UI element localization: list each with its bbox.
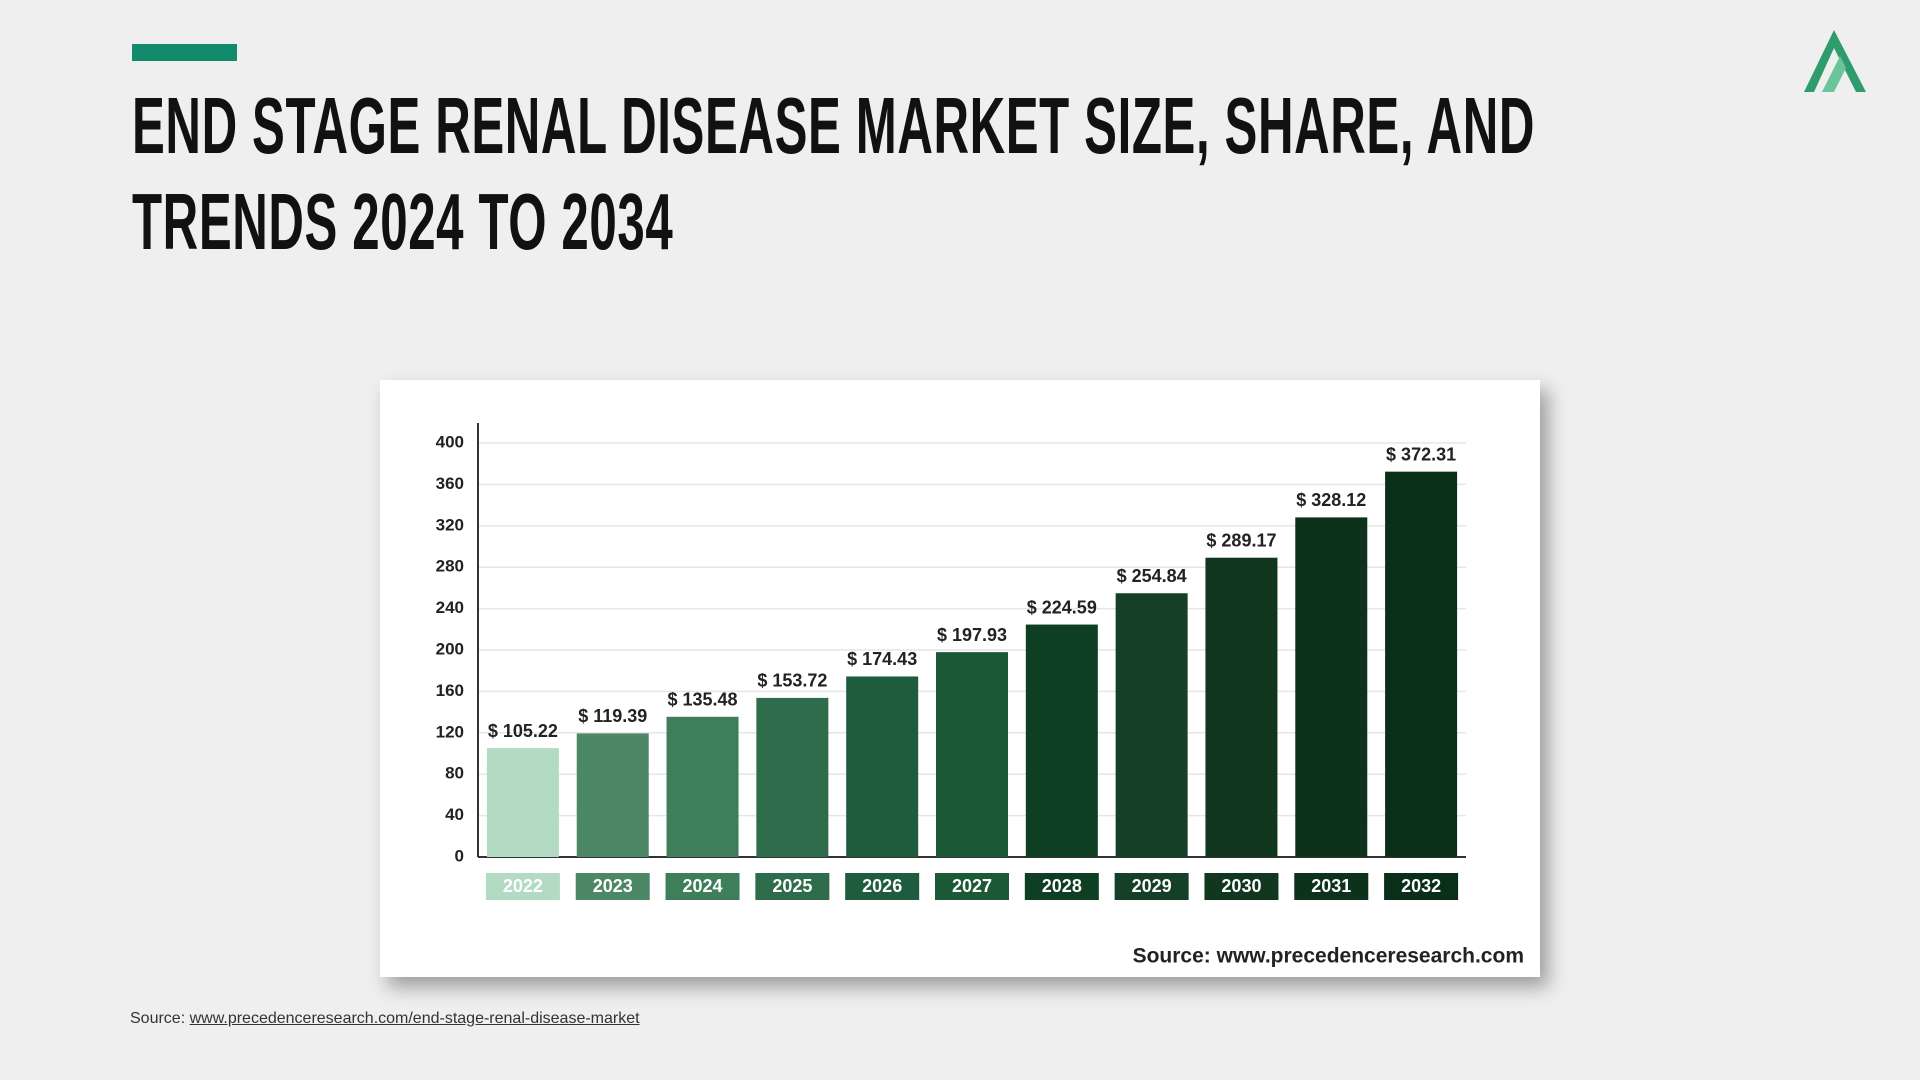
y-tick-label: 0 [455, 846, 464, 865]
y-tick-label: 160 [436, 681, 464, 700]
logo-shape [1822, 56, 1846, 92]
logo [1804, 30, 1866, 92]
y-tick-label: 280 [436, 557, 464, 576]
x-tick-label: 2025 [772, 876, 812, 896]
x-tick-box [665, 873, 740, 900]
x-tick-box [1114, 873, 1189, 900]
value-label: $ 372.31 [1386, 444, 1456, 464]
bar [1205, 557, 1278, 857]
logo-shape [1804, 30, 1866, 92]
x-tick-box [1384, 873, 1459, 900]
bar [1385, 471, 1458, 857]
x-tick-label: 2024 [683, 876, 723, 896]
x-tick-box [755, 873, 830, 900]
y-tick-label: 400 [436, 432, 464, 451]
y-tick-label: 360 [436, 474, 464, 493]
footer: Source: www.precedenceresearch.com/end-s… [130, 1010, 640, 1028]
bar [846, 676, 919, 857]
x-tick-label: 2031 [1311, 876, 1351, 896]
accent-bar [132, 44, 237, 61]
value-label: $ 174.43 [847, 649, 917, 669]
x-tick-label: 2028 [1042, 876, 1082, 896]
y-tick-label: 40 [445, 805, 464, 824]
x-tick-box [1024, 873, 1099, 900]
x-tick-label: 2030 [1221, 876, 1261, 896]
bar [1115, 593, 1188, 857]
bar [666, 716, 739, 857]
footer-link[interactable]: www.precedenceresearch.com/end-stage-ren… [189, 1010, 640, 1027]
chart: Source: www.precedenceresearch.com 0 40 80… [436, 423, 1524, 968]
bar [936, 652, 1008, 857]
x-tick-box [575, 873, 650, 900]
value-label: $ 105.22 [488, 721, 558, 741]
y-tick-label: 80 [445, 764, 464, 783]
x-tick-label: 2032 [1401, 876, 1441, 896]
x-tick-label: 2027 [952, 876, 992, 896]
y-tick-label: 120 [436, 722, 464, 741]
x-tick-box [845, 873, 920, 900]
value-label: $ 224.59 [1027, 597, 1097, 617]
chart-source: Source: www.precedenceresearch.com [1133, 945, 1524, 968]
y-tick-label: 200 [436, 639, 464, 658]
chart-card: Source: www.precedenceresearch.com 0 40 80… [380, 380, 1540, 977]
bar [576, 733, 649, 857]
value-label: $ 153.72 [757, 671, 827, 691]
value-label: $ 197.93 [937, 625, 1007, 645]
value-label: $ 289.17 [1206, 530, 1276, 550]
x-tick-label: 2029 [1132, 876, 1172, 896]
x-tick-box [1204, 873, 1279, 900]
bar [1295, 517, 1368, 857]
x-tick-box [485, 873, 560, 900]
bar [1025, 624, 1098, 857]
value-label: $ 254.84 [1117, 566, 1187, 586]
slide-title: END STAGE RENAL DISEASE MARKET SIZE, SHA… [132, 81, 1535, 266]
value-label: $ 119.39 [578, 706, 647, 726]
value-label: $ 135.48 [668, 690, 738, 710]
footer-label: Source: [130, 1010, 186, 1027]
x-tick-box [1294, 873, 1369, 900]
bar [486, 748, 559, 857]
x-tick-box [935, 873, 1009, 900]
x-tick-label: 2026 [862, 876, 902, 896]
x-tick-label: 2022 [503, 876, 543, 896]
y-tick-label: 320 [436, 515, 464, 534]
bar [756, 697, 829, 857]
y-tick-label: 240 [436, 598, 464, 617]
value-label: $ 328.12 [1296, 490, 1366, 510]
x-tick-label: 2023 [593, 876, 633, 896]
